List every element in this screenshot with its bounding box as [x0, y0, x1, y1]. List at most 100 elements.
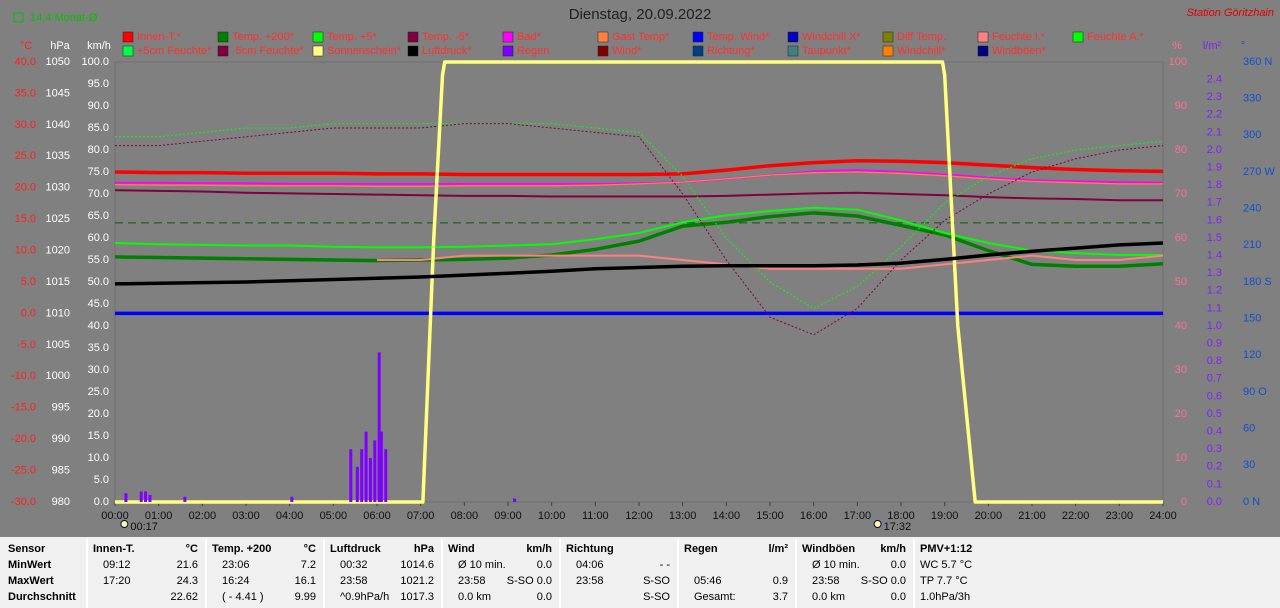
table-header: Innen-T.	[93, 543, 135, 555]
legend-swatch	[882, 45, 894, 57]
y-tick-label: 0.1	[1207, 478, 1222, 490]
x-tick-label: 21:00	[1018, 510, 1046, 522]
x-tick-label: 24:00	[1149, 510, 1177, 522]
y-tick-label: 30.0	[88, 364, 109, 376]
y-tick-label: 80	[1175, 144, 1187, 156]
y-tick-label: 1035	[46, 150, 70, 162]
y-tick-label: 1.4	[1207, 250, 1222, 262]
table-cell: 1.0hPa/3h	[920, 591, 970, 603]
rain-bar	[377, 352, 381, 502]
y-tick-label: 35.0	[15, 87, 36, 99]
row-label: MaxWert	[8, 575, 54, 587]
y-tick-label: -5.0	[17, 339, 36, 351]
y-tick-label: 90.0	[88, 100, 109, 112]
legend-swatch	[312, 45, 324, 57]
rain-bar	[124, 493, 128, 502]
sun-label: 00:17	[130, 521, 158, 533]
y-tick-label: 1.6	[1207, 214, 1222, 226]
table-unit: km/h	[880, 543, 906, 555]
rain-bar	[373, 440, 377, 502]
y-tick-label: 980	[52, 496, 70, 508]
y-tick-label: 20.0	[88, 408, 109, 420]
table-cell: 1021.2	[400, 575, 434, 587]
table-cell: ^0.9hPa/h	[340, 591, 389, 603]
y-tick-label: 20.0	[15, 182, 36, 194]
table-cell: Ø 10 min.	[812, 559, 860, 571]
sun-label: 17:32	[884, 521, 912, 533]
y-tick-label: 10	[1175, 452, 1187, 464]
table-cell: 0.9	[773, 575, 788, 587]
table-unit: hPa	[414, 543, 435, 555]
rain-bar	[364, 431, 368, 502]
legend-label: Temp. -5*	[422, 31, 470, 43]
y-tick-label: 0.6	[1207, 390, 1222, 402]
legend-swatch	[1072, 31, 1084, 43]
legend-swatch	[122, 31, 134, 43]
x-tick-label: 07:00	[407, 510, 435, 522]
rain-bar	[349, 449, 353, 502]
legend-label: Taupunkt*	[802, 45, 852, 57]
y-tick-label: 1.0	[1207, 320, 1222, 332]
legend-swatch	[122, 45, 134, 57]
x-tick-label: 23:00	[1106, 510, 1134, 522]
legend-swatch	[977, 31, 989, 43]
y-tick-label: 1045	[46, 87, 70, 99]
x-tick-label: 15:00	[756, 510, 784, 522]
avg-icon	[13, 12, 24, 23]
stats-table: Sensor Innen-T. °C Temp. +200 °C Luftdruck hPa…	[8, 539, 972, 608]
sun-icon	[873, 520, 882, 528]
table-cell: 23:58	[576, 575, 604, 587]
x-tick-label: 20:00	[975, 510, 1003, 522]
table-unit: l/m²	[768, 543, 788, 555]
table-header: Sensor	[8, 543, 46, 555]
legend-label: Sonnenschein*	[327, 45, 402, 57]
y-tick-label: 15.0	[15, 213, 36, 225]
rain-bar	[360, 449, 364, 502]
legend-label: Wind*	[612, 45, 642, 57]
table-header: Windböen	[802, 543, 855, 555]
y-tick-label: 5.0	[21, 276, 36, 288]
table-cell: 09:12	[103, 559, 131, 571]
series-line	[115, 123, 1164, 336]
legend-swatch	[502, 31, 514, 43]
x-tick-label: 14:00	[713, 510, 741, 522]
table-cell: S-SO 0.0	[861, 575, 906, 587]
y-tick-label: 240	[1243, 203, 1261, 215]
y-tick-label: 985	[52, 464, 70, 476]
y-tick-label: 1.5	[1207, 232, 1222, 244]
rain-bar	[183, 496, 187, 502]
legend-label: -5cm Feuchte*	[232, 45, 304, 57]
y-tick-label: -30.0	[11, 496, 36, 508]
table-cell: 0.0	[891, 559, 906, 571]
y-tick-label: 0.8	[1207, 355, 1222, 367]
y-tick-label: 1015	[46, 276, 70, 288]
table-header: Richtung	[566, 543, 614, 555]
y-tick-label: 10.0	[15, 244, 36, 256]
legend-swatch	[312, 31, 324, 43]
y-tick-label: 60	[1175, 232, 1187, 244]
y-tick-label: 45.0	[88, 298, 109, 310]
table-cell: 22.62	[170, 591, 198, 603]
table-cell: 00:32	[340, 559, 368, 571]
y-tick-label: 120	[1243, 349, 1261, 361]
legend-label: Windböen*	[992, 45, 1047, 57]
y-tick-label: 1.1	[1207, 302, 1222, 314]
table-unit: °C	[304, 543, 316, 555]
sun-icon	[120, 520, 129, 528]
y-tick-label: -20.0	[11, 433, 36, 445]
y-tick-label: 1005	[46, 339, 70, 351]
y-tick-label: 0	[1181, 496, 1187, 508]
table-cell: ( - 4.41 )	[222, 591, 264, 603]
legend-label: Richtung*	[707, 45, 755, 57]
y-tick-label: 40	[1175, 320, 1187, 332]
table-unit: km/h	[526, 543, 552, 555]
y-tick-label: 1050	[46, 56, 70, 68]
table-cell: 0.0	[537, 591, 552, 603]
table-cell: 21.6	[177, 559, 198, 571]
legend-swatch	[502, 45, 514, 57]
avg-label: 14.4 Monat-Ø	[30, 12, 98, 24]
table-cell: 9.99	[295, 591, 316, 603]
row-label: Durchschnitt	[8, 591, 76, 603]
series-line	[114, 171, 1163, 188]
x-tick-label: 08:00	[451, 510, 479, 522]
